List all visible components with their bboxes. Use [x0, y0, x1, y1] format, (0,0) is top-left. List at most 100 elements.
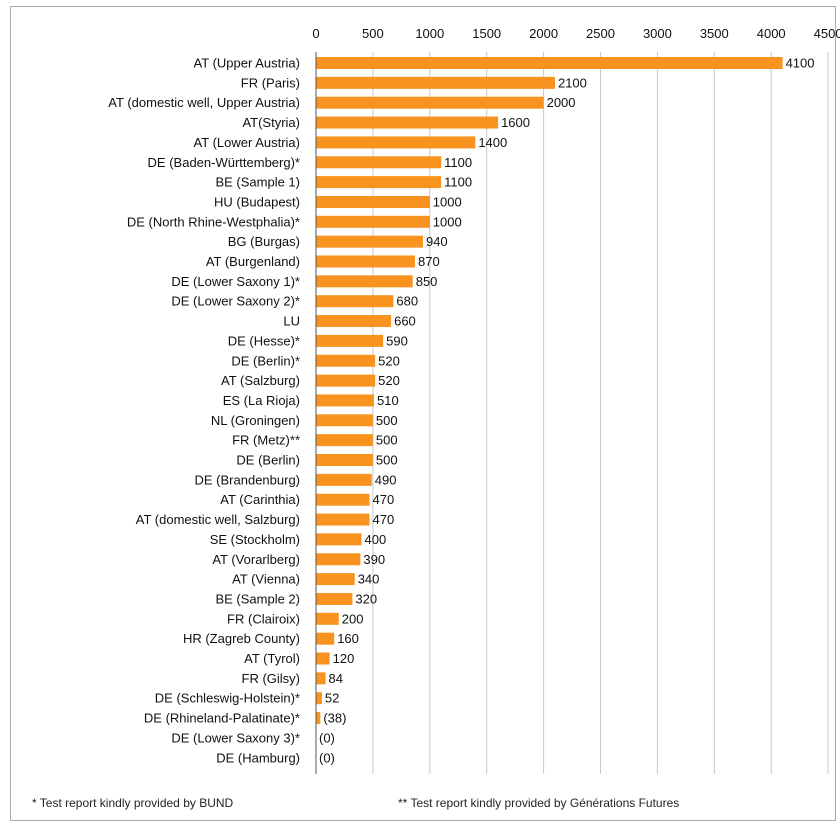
bar — [316, 315, 392, 328]
category-label: FR (Gilsy) — [242, 671, 301, 686]
bar — [316, 513, 370, 526]
category-label: AT (Lower Austria) — [194, 135, 300, 150]
category-label: AT (Burgenland) — [206, 254, 300, 269]
data-label: 590 — [386, 333, 408, 348]
data-label: 1100 — [444, 175, 472, 190]
category-label: ES (La Rioja) — [223, 393, 300, 408]
data-label: 470 — [372, 512, 394, 527]
data-label: (0) — [319, 730, 335, 745]
data-label: (38) — [323, 711, 346, 726]
category-label: LU — [283, 314, 300, 329]
category-labels: AT (Upper Austria) FR (Paris) AT (domestic… — [108, 56, 300, 766]
category-label: DE (Lower Saxony 2)* — [171, 294, 300, 309]
data-label: 4100 — [786, 56, 815, 71]
category-label: AT (Vorarlberg) — [212, 552, 300, 567]
category-label: BG (Burgas) — [228, 234, 300, 249]
x-tick-label: 2500 — [586, 26, 615, 41]
category-label: AT (Tyrol) — [244, 651, 300, 666]
x-tick-label: 0 — [312, 26, 319, 41]
data-label: 500 — [376, 453, 398, 468]
data-label: 500 — [376, 433, 398, 448]
bar — [316, 176, 442, 189]
bar — [316, 295, 394, 308]
bar — [316, 553, 361, 566]
category-label: DE (North Rhine-Westphalia)* — [127, 214, 300, 229]
data-label: 340 — [358, 572, 380, 587]
footnote-bund: * Test report kindly provided by BUND — [32, 796, 234, 810]
x-tick-label: 500 — [362, 26, 384, 41]
bar — [316, 454, 373, 466]
category-label: FR (Metz)** — [232, 433, 300, 448]
x-tick-label: 1500 — [472, 26, 501, 41]
category-label: AT (domestic well, Upper Austria) — [108, 95, 300, 110]
bar — [316, 712, 321, 725]
data-label: 520 — [378, 353, 400, 368]
x-axis-tick-labels: 0 500 1000 1500 2000 2500 3000 3500 4000 4500 — [312, 26, 840, 41]
bar — [316, 652, 330, 665]
data-label: 84 — [329, 671, 343, 686]
category-label: DE (Berlin)* — [231, 353, 300, 368]
category-label: BE (Sample 2) — [215, 591, 300, 606]
bar — [316, 473, 372, 486]
data-label: 850 — [416, 274, 438, 289]
x-tick-label: 4500 — [814, 26, 840, 41]
data-label: 2100 — [558, 75, 587, 90]
category-label: AT (Carinthia) — [220, 492, 300, 507]
bar — [316, 672, 326, 685]
category-label: DE (Lower Saxony 1)* — [171, 274, 300, 289]
data-label: 520 — [378, 373, 400, 388]
data-label: 1400 — [478, 135, 507, 150]
category-label: FR (Paris) — [241, 75, 300, 90]
bar — [316, 592, 353, 605]
data-label: 52 — [325, 691, 339, 706]
category-label: DE (Berlin) — [236, 453, 300, 468]
x-tick-label: 2000 — [529, 26, 558, 41]
category-label: AT (Salzburg) — [221, 373, 300, 388]
data-label: 320 — [355, 591, 377, 606]
x-tick-label: 3000 — [643, 26, 672, 41]
bar — [316, 76, 555, 89]
bars — [316, 57, 783, 725]
bar — [316, 334, 384, 347]
data-label: 1000 — [433, 194, 462, 209]
data-label: 500 — [376, 413, 398, 428]
bar — [316, 374, 376, 387]
x-tick-label: 1000 — [415, 26, 444, 41]
category-label: DE (Hesse)* — [228, 333, 300, 348]
category-label: AT(Styria) — [242, 115, 300, 130]
category-label: DE (Schleswig-Holstein)* — [155, 691, 300, 706]
x-tick-label: 3500 — [700, 26, 729, 41]
category-label: DE (Lower Saxony 3)* — [171, 730, 300, 745]
data-label: 160 — [337, 631, 359, 646]
category-label: AT (Upper Austria) — [194, 56, 300, 71]
bar — [316, 255, 416, 268]
category-label: NL (Groningen) — [211, 413, 300, 428]
data-labels: 4100 2100 2000 1600 1400 1100 1100 1000 1000 940 8… — [319, 56, 815, 766]
category-label: DE (Baden-Württemberg)* — [148, 155, 300, 170]
gridlines — [372, 52, 829, 774]
footnote-generations-futures: ** Test report kindly provided by Généra… — [398, 796, 680, 810]
bar — [316, 136, 476, 149]
bar — [316, 394, 375, 407]
bar — [316, 632, 335, 645]
category-label: DE (Rhineland-Palatinate)* — [144, 711, 300, 726]
category-label: DE (Hamburg) — [216, 750, 300, 765]
data-label: 870 — [418, 254, 440, 269]
data-label: 470 — [372, 492, 394, 507]
bar — [316, 692, 322, 705]
bar — [316, 195, 430, 208]
bar — [316, 612, 339, 625]
category-label: AT (Vienna) — [232, 572, 300, 587]
data-label: 940 — [426, 234, 448, 249]
bar — [316, 434, 373, 447]
data-label: 1600 — [501, 115, 530, 130]
data-label: 400 — [365, 532, 387, 547]
bar — [316, 414, 373, 427]
bar — [316, 215, 430, 228]
bar — [316, 533, 362, 546]
bar — [316, 493, 370, 506]
data-label: 680 — [396, 294, 418, 309]
category-label: HR (Zagreb County) — [183, 631, 300, 646]
category-label: FR (Clairoix) — [227, 611, 300, 626]
data-label: 1100 — [444, 155, 472, 170]
